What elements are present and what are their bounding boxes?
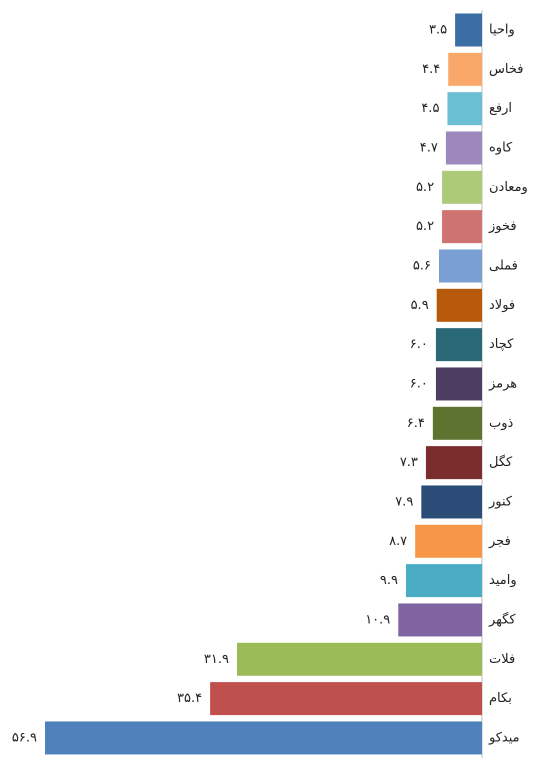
bar — [455, 13, 482, 47]
value-label: ۹.۹ — [380, 573, 398, 588]
value-label: ۴.۴ — [422, 62, 440, 77]
value-label: ۴.۵ — [421, 101, 439, 116]
value-label: ۵.۶ — [413, 258, 431, 273]
value-label: ۷.۹ — [395, 494, 413, 509]
category-label: ومعادن — [489, 180, 528, 195]
bar — [45, 721, 483, 755]
value-label: ۶.۰ — [410, 337, 428, 352]
value-label: ۵.۲ — [416, 180, 434, 195]
value-label: ۵.۲ — [416, 219, 434, 234]
category-label: ذوب — [489, 416, 514, 431]
category-label: فولاد — [489, 298, 515, 313]
bar — [425, 446, 482, 480]
category-label: کگهر — [488, 611, 516, 627]
bar — [442, 210, 482, 244]
category-label: واحیا — [489, 23, 515, 38]
bar — [447, 92, 482, 126]
category-label: کنور — [488, 494, 513, 509]
category-label: کاوه — [489, 140, 513, 155]
category-label: فلات — [489, 652, 515, 667]
bar — [210, 682, 483, 716]
value-label: ۸.۷ — [389, 534, 407, 549]
value-label: ۳.۵ — [429, 23, 447, 38]
category-label: فخاس — [489, 62, 523, 77]
value-label: ۳۱.۹ — [204, 652, 229, 667]
bar — [435, 367, 482, 401]
bar — [421, 485, 482, 519]
bar — [442, 170, 482, 204]
category-label: فجر — [488, 534, 511, 549]
value-label: ۵.۹ — [411, 298, 429, 313]
value-label: ۶.۰ — [410, 376, 428, 391]
bar — [438, 249, 482, 283]
category-label: میدکو — [488, 730, 520, 745]
category-label: کچاد — [489, 337, 514, 352]
category-label: کگل — [489, 454, 513, 470]
category-label: وامید — [489, 573, 517, 588]
value-label: ۵۶.۹ — [12, 730, 37, 745]
bar — [415, 524, 482, 558]
bar — [435, 328, 482, 362]
value-label: ۷.۳ — [400, 455, 418, 470]
category-label: فملی — [489, 258, 518, 273]
value-label: ۳۵.۴ — [177, 691, 202, 706]
category-label: هرمز — [488, 376, 517, 391]
bar — [398, 603, 482, 637]
value-label: ۶.۴ — [407, 416, 425, 431]
category-label: بکام — [489, 691, 512, 706]
value-label: ۴.۷ — [420, 140, 438, 155]
bar — [432, 406, 482, 440]
bar — [436, 288, 482, 322]
bar — [237, 642, 482, 676]
value-label: ۱۰.۹ — [365, 612, 390, 627]
bar — [445, 131, 482, 165]
bar — [448, 52, 482, 86]
category-label: ارفع — [489, 101, 512, 116]
category-label: فخوز — [488, 219, 517, 234]
bar — [405, 564, 482, 598]
